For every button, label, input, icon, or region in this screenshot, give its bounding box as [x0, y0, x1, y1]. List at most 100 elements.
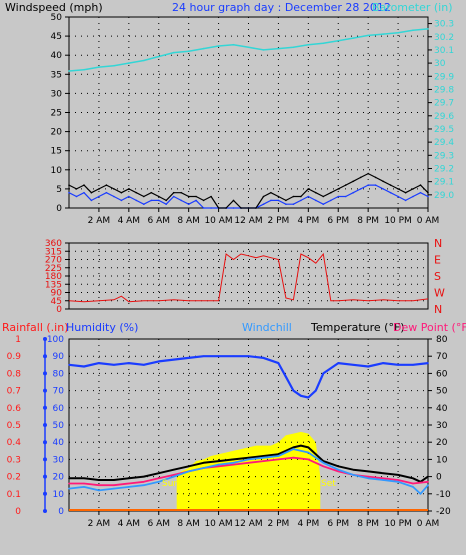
windspeed-line-point: [367, 184, 370, 186]
windspeed-panel: Windspeed (mph) 24 hour graph day : Dece…: [5, 1, 454, 226]
y-right-tick-label: 29.6: [434, 112, 454, 122]
barometer-line-point: [292, 46, 295, 49]
windspeed-line-point: [352, 191, 355, 194]
barometer-line-point: [262, 49, 265, 51]
barometer-axis-label: Barometer (in): [372, 1, 453, 14]
windspeed-series: [68, 28, 429, 209]
barometer-line-point: [307, 43, 310, 46]
dewpoint-line-point: [262, 460, 265, 462]
windchill-line-point: [382, 479, 384, 481]
temperature-line-point: [68, 477, 70, 480]
windspeed-line-point: [120, 199, 123, 202]
windspeed-line-point: [158, 199, 160, 202]
humidity-tick-label: 80: [53, 369, 65, 379]
windspeed-line-point: [330, 199, 332, 202]
windspeed-line-point: [195, 199, 197, 202]
dewpoint-axis-label: Dew Point (°F): [393, 321, 466, 334]
humidity-line-point: [172, 358, 175, 361]
wind-gust-line-point: [337, 188, 340, 190]
humidity-line: [68, 355, 429, 399]
wind-gust-line-point: [143, 195, 145, 198]
wind-gust-line-point: [113, 188, 115, 190]
windchill-line-point: [419, 493, 422, 495]
barometer-line-point: [202, 47, 205, 50]
compass-label: E: [434, 254, 441, 267]
barometer-line-point: [367, 34, 370, 37]
dewpoint-line-point: [217, 465, 220, 468]
rain-tick-label: 0.8: [7, 369, 22, 379]
humidity-line-point: [98, 362, 100, 364]
x-tick-label: 4 PM: [297, 519, 319, 529]
temperature-series: [68, 355, 429, 511]
windchill-line-point: [292, 448, 295, 450]
humidity-line-point: [262, 357, 265, 359]
windchill-line-point: [143, 484, 145, 487]
windspeed-line-point: [315, 199, 317, 202]
wind-gust-line-point: [98, 188, 100, 190]
windspeed-axis-label: Windspeed (mph): [5, 1, 103, 14]
humidity-line-point: [247, 355, 250, 358]
wind-gust-line-point: [135, 191, 138, 194]
temp-tick-label: 10: [436, 455, 448, 465]
barometer-line-point: [68, 70, 70, 72]
dewpoint-line-point: [68, 482, 70, 485]
y-right-tick-label: 29.2: [434, 164, 454, 174]
x-tick-label: 8 AM: [177, 519, 200, 529]
temperature-line-point: [172, 468, 175, 471]
chart-title: 24 hour graph day : December 28 2012: [172, 1, 391, 14]
wind-gust-line-point: [270, 191, 272, 194]
rain-tick-label: 0.9: [7, 352, 22, 362]
dewpoint-line-point: [143, 481, 145, 483]
temperature-line-point: [285, 450, 287, 452]
windspeed-line-point: [374, 184, 377, 186]
rain-tick-label: 0.4: [7, 438, 22, 448]
temp-tick-label: 20: [436, 438, 448, 448]
barometer-line-point: [277, 47, 280, 50]
wind-gust-line-point: [105, 184, 108, 186]
barometer-line-point: [128, 62, 130, 64]
windspeed-line-point: [83, 191, 85, 194]
wind-gust-line-point: [255, 207, 257, 209]
windspeed-line-point: [113, 195, 115, 198]
dewpoint-line-point: [232, 463, 235, 466]
temperature-line-point: [427, 475, 429, 478]
y-left-tick-label: 30: [51, 89, 63, 99]
temperature-line-point: [143, 475, 145, 478]
rain-tick-label: 0: [15, 507, 21, 517]
rain-tick-label: 0.1: [7, 490, 21, 500]
sunset-label: Set: [321, 479, 336, 489]
windspeed-line-point: [285, 203, 287, 205]
windchill-line-point: [322, 462, 325, 464]
humidity-line-point: [382, 362, 384, 364]
temp-tick-label: 70: [436, 352, 448, 362]
y-right-tick-label: 29.5: [434, 125, 454, 135]
wind-gust-line-point: [217, 207, 220, 209]
windchill-line-point: [262, 456, 265, 459]
humidity-tick-dot: [43, 457, 47, 462]
x-tick-label: 6 PM: [327, 519, 349, 529]
temperature-line-point: [113, 479, 115, 481]
temperature-line-point: [128, 477, 130, 480]
y-right-tick-label: 29.0: [434, 191, 454, 201]
y-left-tick-label: 225: [45, 264, 62, 274]
wind-gust-line-point: [367, 172, 370, 175]
temp-tick-label: -20: [436, 507, 451, 517]
y-right-tick-label: 30.2: [434, 33, 454, 43]
x-tick-label: 0 AM: [417, 216, 440, 226]
wind-gust-line-point: [307, 188, 310, 190]
humidity-axis-label: Humidity (%): [66, 321, 138, 334]
wind-gust-line-point: [359, 176, 362, 179]
dewpoint-line-point: [412, 482, 414, 485]
humidity-line-point: [158, 360, 160, 363]
humidity-line-point: [128, 362, 130, 364]
humidity-line-point: [322, 372, 325, 375]
humidity-line-point: [427, 362, 429, 364]
x-tick-label: 4 AM: [118, 216, 141, 226]
humidity-tick-dot: [43, 491, 47, 496]
windchill-line-point: [158, 481, 160, 483]
windspeed-line-point: [277, 199, 280, 202]
humidity-tick-label: 50: [53, 421, 65, 431]
temperature-line-point: [83, 477, 85, 480]
